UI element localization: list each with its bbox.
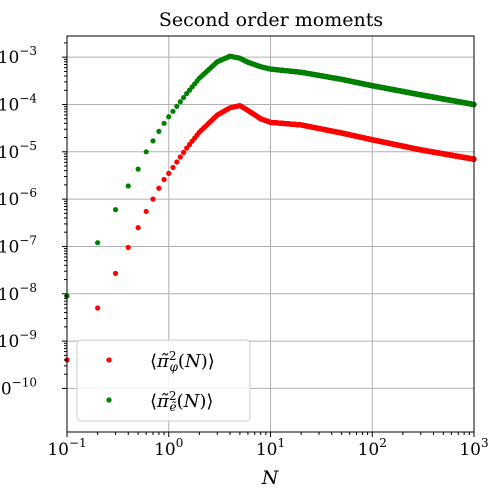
data-point: [166, 170, 172, 176]
data-point: [156, 185, 162, 191]
data-point: [161, 176, 167, 183]
chart-title: Second order moments: [159, 9, 383, 31]
data-point: [150, 196, 156, 202]
data-point: [143, 208, 149, 215]
data-point: [174, 159, 180, 165]
data-point: [135, 225, 141, 231]
plot-area: [64, 53, 477, 363]
data-point: [181, 149, 187, 155]
data-point: [112, 270, 119, 276]
data-point: [177, 154, 183, 160]
data-point: [184, 145, 190, 151]
data-point: [170, 164, 176, 171]
data-point: [125, 244, 131, 251]
series-0: [64, 102, 477, 363]
data-point: [95, 305, 101, 311]
